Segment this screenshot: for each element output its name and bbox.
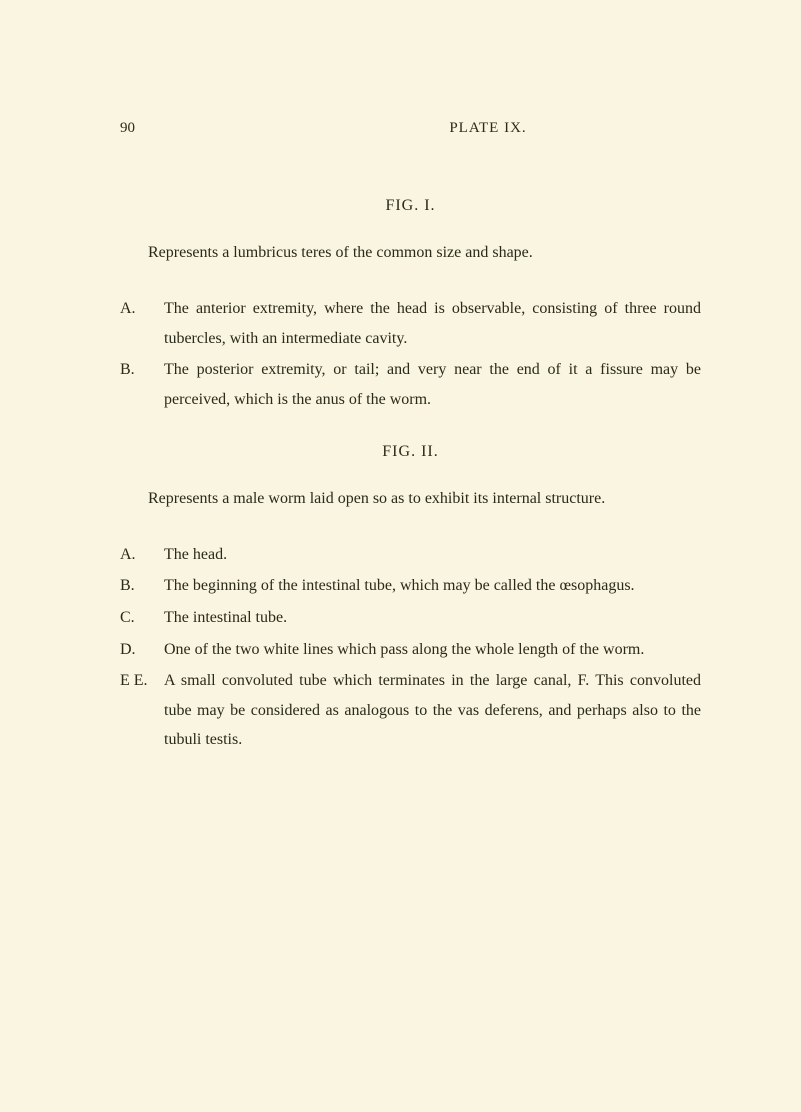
- entry-text: The beginning of the intestinal tube, wh…: [164, 571, 701, 601]
- fig1-heading: FIG. I.: [120, 197, 701, 215]
- fig1-entry-a: A. The anterior extremity, where the hea…: [120, 294, 701, 353]
- entry-text: The posterior extremity, or tail; and ve…: [164, 355, 701, 414]
- fig2-intro: Represents a male worm laid open so as t…: [120, 485, 701, 512]
- entry-label: A.: [120, 294, 164, 353]
- plate-label: PLATE IX.: [449, 120, 526, 137]
- entry-text: A small convoluted tube which terminates…: [164, 666, 701, 755]
- entry-label: E E.: [120, 666, 164, 755]
- entry-text: The anterior extremity, where the head i…: [164, 294, 701, 353]
- fig2-entry-d: D. One of the two white lines which pass…: [120, 635, 701, 665]
- page-number: 90: [120, 120, 135, 137]
- page-header: 90 PLATE IX.: [120, 120, 701, 137]
- fig1-entry-b: B. The posterior extremity, or tail; and…: [120, 355, 701, 414]
- entry-label: C.: [120, 603, 164, 633]
- fig2-entry-c: C. The intestinal tube.: [120, 603, 701, 633]
- entry-label: B.: [120, 355, 164, 414]
- entry-label: D.: [120, 635, 164, 665]
- fig2-entry-b: B. The beginning of the intestinal tube,…: [120, 571, 701, 601]
- fig1-intro: Represents a lumbricus teres of the comm…: [120, 239, 701, 266]
- entry-label: B.: [120, 571, 164, 601]
- entry-label: A.: [120, 540, 164, 570]
- entry-text: The head.: [164, 540, 701, 570]
- fig2-heading: FIG. II.: [120, 443, 701, 461]
- fig2-entry-ee: E E. A small convoluted tube which termi…: [120, 666, 701, 755]
- entry-text: The intestinal tube.: [164, 603, 701, 633]
- fig2-entry-a: A. The head.: [120, 540, 701, 570]
- entry-text: One of the two white lines which pass al…: [164, 635, 701, 665]
